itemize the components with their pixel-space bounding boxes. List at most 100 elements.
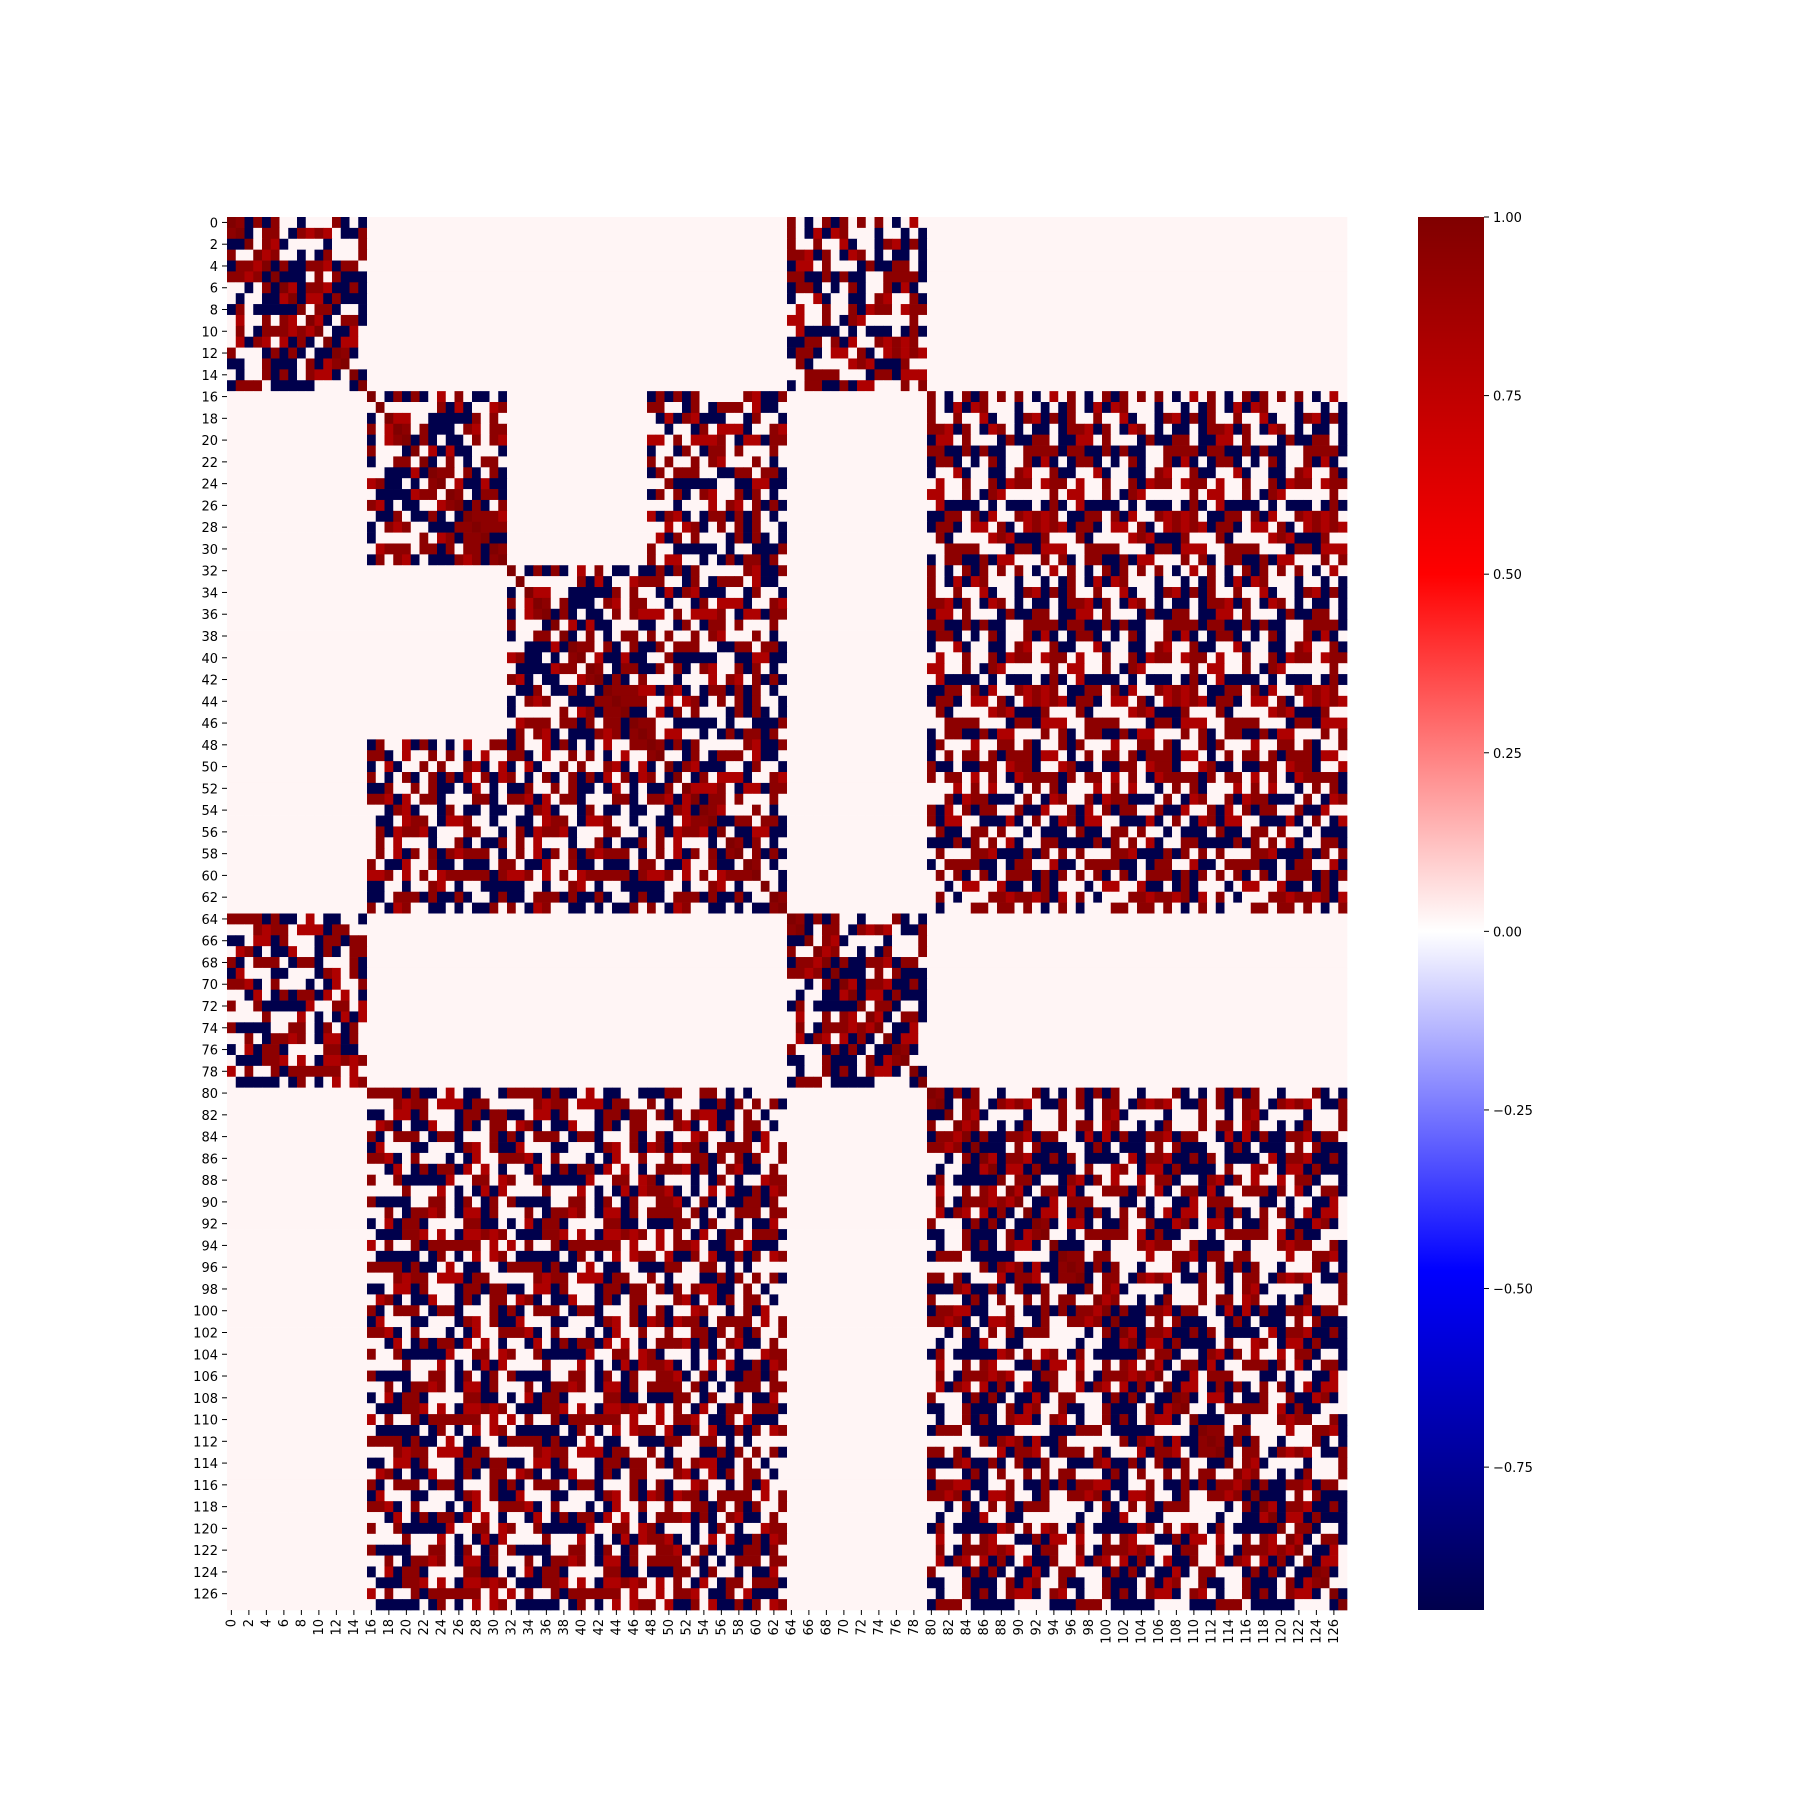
heatmap-cell [840,250,849,261]
heatmap-cell [280,337,289,348]
heatmap-cell [297,217,306,228]
heatmap-cell [507,250,516,261]
heatmap-cell [437,228,446,239]
heatmap-cell [997,271,1006,282]
heatmap-cell [831,304,840,315]
heatmap-cell [288,271,297,282]
heatmap-cell [350,217,359,228]
heatmap-cell [857,261,866,272]
heatmap-cell [1260,217,1269,228]
heatmap-cell [1111,337,1120,348]
heatmap-cell [980,380,989,391]
heatmap-cell [1242,304,1251,315]
heatmap-cell [350,271,359,282]
heatmap-cell [350,250,359,261]
heatmap-cell [315,228,324,239]
heatmap-cell [1006,369,1015,380]
heatmap-cell [1006,228,1015,239]
heatmap-cell [253,348,262,359]
heatmap-cell [1102,239,1111,250]
heatmap-cell [297,304,306,315]
heatmap-cell [743,217,752,228]
heatmap-cell [691,239,700,250]
heatmap-cell [708,293,717,304]
heatmap-cell [253,239,262,250]
heatmap-cell [927,271,936,282]
heatmap-cell [1330,282,1339,293]
heatmap-cell [420,304,429,315]
heatmap-cell [420,282,429,293]
heatmap-cell [840,239,849,250]
heatmap-cell [1137,261,1146,272]
heatmap-cell [1207,293,1216,304]
heatmap-cell [297,315,306,326]
heatmap-cell [953,337,962,348]
heatmap-cell [761,261,770,272]
heatmap-cell [805,380,814,391]
heatmap-cell [1198,348,1207,359]
heatmap-cell [1321,348,1330,359]
heatmap-cell [262,228,271,239]
heatmap-cell [743,326,752,337]
heatmap-cell [262,315,271,326]
heatmap-cell [1172,326,1181,337]
heatmap-cell [1338,369,1347,380]
heatmap-cell [560,250,569,261]
heatmap-cell [236,348,245,359]
heatmap-cell [542,337,551,348]
heatmap-cell [577,304,586,315]
heatmap-cell [1207,358,1216,369]
heatmap-cell [350,315,359,326]
heatmap-cell [717,293,726,304]
heatmap-cell [463,250,472,261]
heatmap-cell [1295,315,1304,326]
heatmap-cell [402,261,411,272]
heatmap-cell [848,369,857,380]
heatmap-cell [402,348,411,359]
heatmap-cell [735,315,744,326]
heatmap-cell [875,326,884,337]
heatmap-cell [1312,337,1321,348]
heatmap-cell [1085,369,1094,380]
heatmap-cell [726,337,735,348]
heatmap-cell [787,250,796,261]
heatmap-cell [901,315,910,326]
heatmap-cell [577,315,586,326]
heatmap-cell [682,348,691,359]
heatmap-cell [463,271,472,282]
heatmap-cell [577,380,586,391]
heatmap-cell [1181,380,1190,391]
heatmap-cell [507,217,516,228]
heatmap-cell [1251,380,1260,391]
heatmap-cell [988,239,997,250]
heatmap-cell [262,337,271,348]
heatmap-cell [560,239,569,250]
heatmap-cell [463,369,472,380]
heatmap-cell [1207,380,1216,391]
heatmap-cell [490,217,499,228]
heatmap-cell [883,217,892,228]
heatmap-cell [542,239,551,250]
heatmap-cell [770,326,779,337]
heatmap-cell [892,293,901,304]
heatmap-cell [227,326,236,337]
heatmap-cell [1268,261,1277,272]
heatmap-cell [1006,304,1015,315]
heatmap-cell [735,217,744,228]
heatmap-cell [866,217,875,228]
heatmap-cell [656,315,665,326]
heatmap-cell [708,217,717,228]
heatmap-cell [787,348,796,359]
heatmap-cell [498,380,507,391]
heatmap-cell [323,315,332,326]
heatmap-cell [1102,282,1111,293]
heatmap-cell [1216,250,1225,261]
heatmap-cell [393,228,402,239]
heatmap-cell [428,293,437,304]
heatmap-cell [341,228,350,239]
heatmap-cell [691,369,700,380]
heatmap-cell [953,250,962,261]
heatmap-cell [1163,304,1172,315]
heatmap-cell [332,271,341,282]
heatmap-cell [1076,217,1085,228]
